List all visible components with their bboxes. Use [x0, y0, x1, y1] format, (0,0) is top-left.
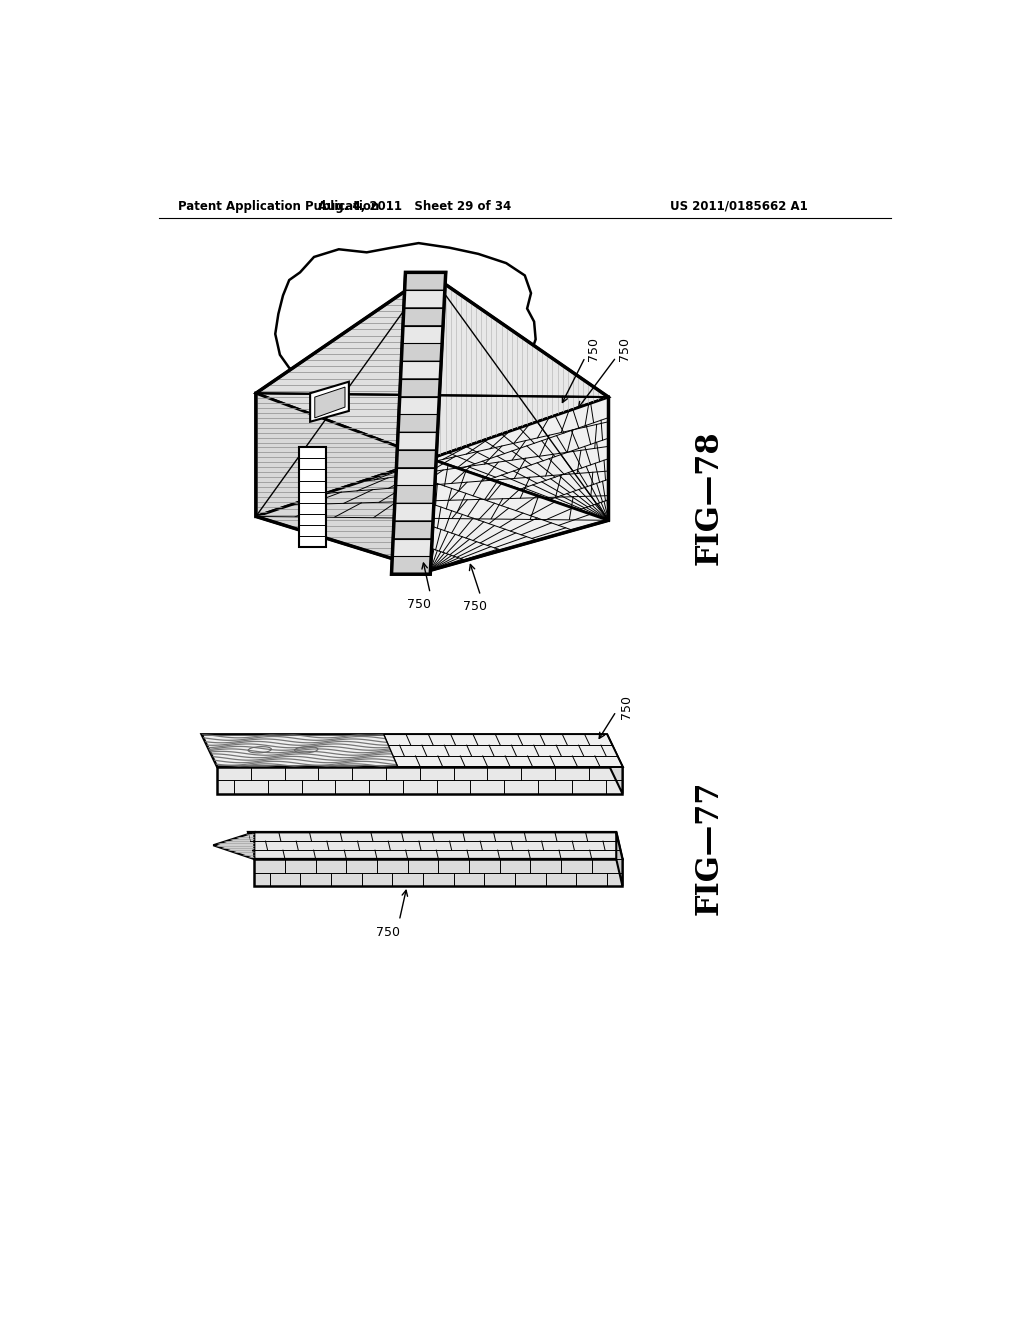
Text: Aug. 4, 2011   Sheet 29 of 34: Aug. 4, 2011 Sheet 29 of 34	[318, 199, 511, 213]
Text: 750: 750	[587, 338, 600, 362]
Polygon shape	[202, 734, 623, 767]
Polygon shape	[256, 275, 430, 459]
Polygon shape	[248, 832, 623, 859]
Text: US 2011/0185662 A1: US 2011/0185662 A1	[671, 199, 808, 213]
Polygon shape	[401, 343, 442, 362]
Polygon shape	[430, 397, 608, 520]
Polygon shape	[402, 326, 443, 343]
Text: 750: 750	[621, 694, 633, 718]
Polygon shape	[403, 290, 444, 308]
Polygon shape	[403, 308, 444, 326]
Text: 750: 750	[463, 601, 487, 612]
Polygon shape	[384, 734, 623, 767]
Polygon shape	[395, 486, 435, 503]
Polygon shape	[430, 275, 608, 459]
Polygon shape	[398, 414, 438, 432]
Polygon shape	[616, 832, 623, 886]
Polygon shape	[299, 447, 326, 548]
Polygon shape	[404, 272, 445, 290]
Polygon shape	[213, 832, 254, 859]
Polygon shape	[607, 734, 623, 793]
Polygon shape	[254, 859, 623, 886]
Text: FIG—77: FIG—77	[693, 780, 725, 915]
Polygon shape	[310, 381, 349, 422]
Polygon shape	[217, 767, 623, 793]
Polygon shape	[395, 467, 436, 486]
Polygon shape	[391, 557, 431, 574]
Text: FIG—78: FIG—78	[693, 430, 725, 565]
Polygon shape	[399, 396, 439, 414]
Text: Patent Application Publication: Patent Application Publication	[178, 199, 380, 213]
Polygon shape	[393, 521, 433, 539]
Polygon shape	[430, 459, 608, 570]
Polygon shape	[391, 272, 445, 574]
Polygon shape	[314, 387, 345, 418]
Polygon shape	[392, 539, 432, 557]
Polygon shape	[399, 379, 440, 396]
Polygon shape	[256, 459, 430, 570]
Text: 750: 750	[407, 598, 431, 611]
Text: 750: 750	[617, 338, 631, 362]
Polygon shape	[396, 450, 436, 467]
Polygon shape	[394, 503, 434, 521]
Polygon shape	[256, 393, 430, 516]
Polygon shape	[400, 362, 441, 379]
Polygon shape	[397, 432, 437, 450]
Text: 750: 750	[376, 925, 399, 939]
